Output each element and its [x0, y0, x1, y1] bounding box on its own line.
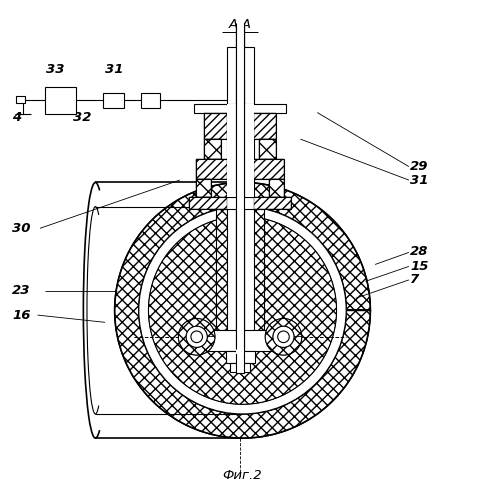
Text: 33: 33: [45, 62, 64, 76]
Text: 23: 23: [12, 284, 30, 298]
Text: 31: 31: [409, 174, 428, 187]
Bar: [225, 352, 254, 364]
Bar: [189, 330, 197, 338]
Bar: [45, 88, 76, 114]
Bar: [283, 330, 290, 338]
Bar: [189, 197, 290, 209]
Text: 16: 16: [12, 308, 30, 322]
Circle shape: [178, 318, 214, 355]
Polygon shape: [115, 182, 369, 438]
Bar: [226, 57, 253, 344]
Bar: [16, 96, 25, 104]
Bar: [197, 330, 283, 351]
Text: 28: 28: [409, 246, 428, 258]
Bar: [235, 24, 244, 353]
Bar: [196, 160, 284, 178]
Circle shape: [138, 206, 346, 414]
Bar: [269, 178, 284, 197]
Bar: [203, 139, 220, 160]
Text: 4: 4: [12, 111, 21, 124]
Bar: [141, 93, 159, 108]
Text: 30: 30: [12, 222, 30, 235]
Text: 29: 29: [409, 160, 428, 173]
Bar: [196, 178, 211, 197]
Bar: [259, 139, 276, 160]
Bar: [226, 48, 253, 354]
Text: 7: 7: [409, 274, 419, 286]
Polygon shape: [148, 216, 336, 404]
Text: 32: 32: [73, 111, 91, 124]
Circle shape: [277, 331, 288, 342]
Circle shape: [265, 318, 301, 355]
Bar: [103, 93, 124, 108]
Circle shape: [115, 182, 369, 438]
Bar: [235, 80, 244, 197]
Circle shape: [191, 331, 202, 342]
Text: 31: 31: [105, 62, 123, 76]
Bar: [203, 112, 276, 139]
Circle shape: [186, 326, 207, 347]
Bar: [215, 209, 264, 330]
Bar: [194, 104, 285, 112]
Bar: [235, 26, 244, 373]
Bar: [235, 209, 244, 330]
Text: А-А: А-А: [228, 18, 251, 30]
Bar: [226, 104, 253, 197]
Text: Фиг.2: Фиг.2: [222, 469, 262, 482]
Text: 15: 15: [409, 260, 428, 273]
Bar: [215, 209, 264, 330]
Circle shape: [272, 326, 293, 347]
Bar: [230, 363, 249, 372]
